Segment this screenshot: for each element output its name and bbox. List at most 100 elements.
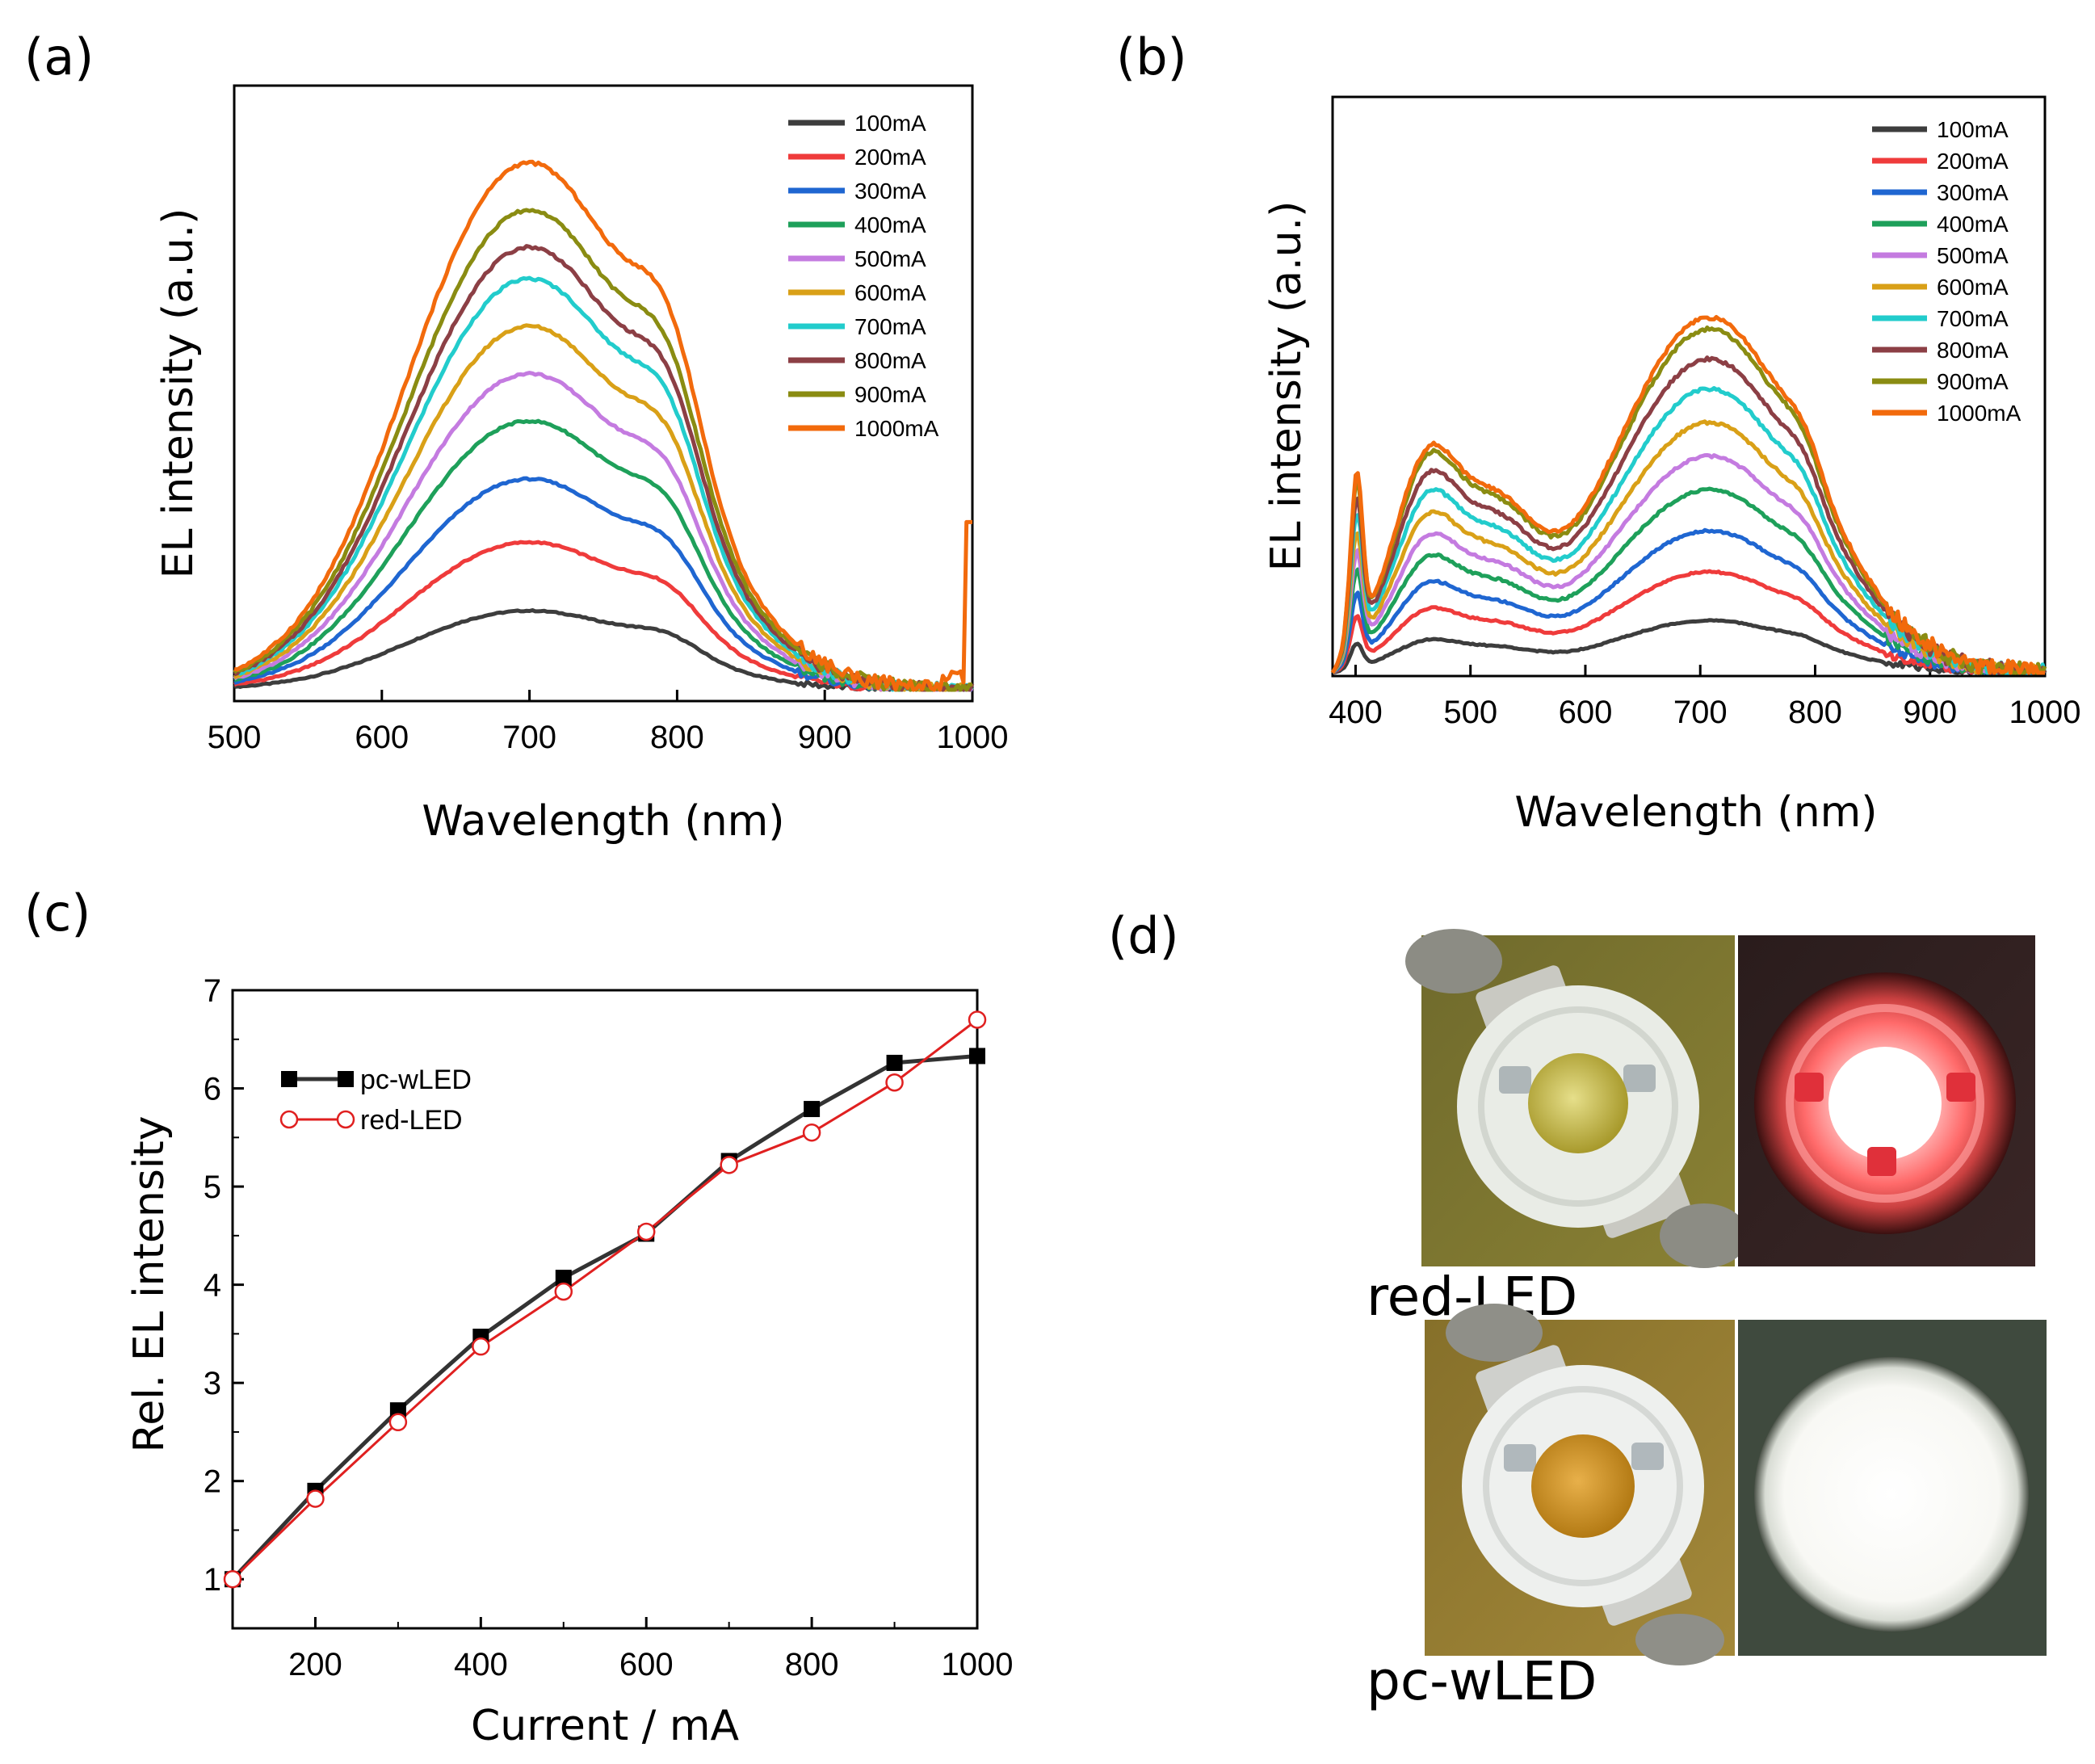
panel-b-legend-label: 400mA: [1937, 212, 2009, 237]
panel-c-series-line-pc-wLED: [231, 1053, 978, 1581]
panel-a-series-line-900mA: [233, 208, 973, 692]
panel-b-series-line-700mA: [1330, 386, 2047, 675]
panel-b-legend-label: 800mA: [1937, 338, 2009, 363]
panel-b-legend-label: 500mA: [1937, 243, 2009, 268]
panel-a-series-line-700mA: [233, 275, 974, 692]
panel-a-y-axis-title: EL intensity (a.u.): [154, 208, 203, 579]
panel-c-x-tick-label: 1000: [942, 1647, 1014, 1682]
panel-a-legend-label: 800mA: [854, 348, 926, 373]
panel-c-point-red-LED: [388, 1413, 408, 1432]
panel-c-point-red-LED: [885, 1073, 904, 1092]
panel-a-legend-label: 700mA: [854, 314, 926, 339]
panel-c-x-tick-label: 600: [619, 1647, 674, 1682]
panel-b: (b) 400 500 600 700 800 900 1000 100mA 200mA 300…: [1116, 27, 2080, 837]
panel-a: (a) 500 600 700 800 900 1000 100mA 200mA 300mA 4…: [24, 27, 1008, 846]
panel-b-legend-label: 1000mA: [1937, 401, 2022, 426]
panel-c-x-axis-title: Current / mA: [471, 1702, 740, 1750]
panel-b-series: [1330, 315, 2047, 675]
panel-c: (c) 200 400 600 800 1000 1 2 3 4 5 6 7 pc-wLED red-L…: [24, 884, 1013, 1750]
panel-c-y-tick-label: 1: [204, 1562, 221, 1598]
panel-a-x-tick-label: 800: [650, 720, 704, 755]
photo-red-led-on: [1738, 935, 2035, 1266]
panel-c-point-pc-wLED: [555, 1270, 572, 1287]
panel-b-legend-label: 200mA: [1937, 149, 2009, 174]
panel-a-plot-frame: [233, 84, 974, 703]
panel-a-x-tick-label: 600: [355, 720, 409, 755]
panel-c-ticks: 200 400 600 800 1000 1 2 3 4 5 6 7: [204, 973, 1014, 1682]
panel-a-x-tick-label: 900: [798, 720, 852, 755]
panel-c-y-tick-label: 5: [204, 1170, 221, 1205]
panel-b-x-tick-label: 700: [1673, 695, 1728, 730]
panel-a-legend-label: 500mA: [854, 246, 926, 271]
panel-c-point-red-LED: [554, 1282, 573, 1301]
panel-a-legend-label: 200mA: [854, 145, 926, 170]
panel-d-label: (d): [1108, 906, 1179, 965]
panel-b-legend-label: 900mA: [1937, 369, 2009, 394]
panel-c-legend: pc-wLED red-LED: [279, 1065, 472, 1136]
panel-b-legend-label: 100mA: [1937, 117, 2009, 142]
panel-b-legend-label: 700mA: [1937, 306, 2009, 331]
panel-a-legend-label: 1000mA: [854, 416, 939, 441]
panel-a-x-ticks: 500 600 700 800 900 1000: [208, 690, 1009, 755]
panel-d: (d) red-LED: [1108, 906, 2047, 1712]
panel-a-x-axis-title: Wavelength (nm): [422, 797, 784, 846]
panel-a-series: [233, 159, 975, 692]
panel-c-point-red-LED: [720, 1156, 738, 1174]
panel-c-label: (c): [24, 884, 90, 943]
panel-c-legend-label: pc-wLED: [360, 1065, 472, 1095]
panel-c-point-red-LED: [472, 1337, 490, 1356]
panel-a-series-line-1000mA: [233, 159, 972, 692]
panel-c-point-pc-wLED: [804, 1101, 821, 1118]
panel-a-x-tick-label: 1000: [937, 720, 1009, 755]
panel-a-legend-label: 400mA: [854, 212, 926, 237]
panel-a-legend-label: 100mA: [854, 111, 926, 136]
panel-b-plot-frame: [1331, 95, 2047, 678]
panel-b-y-axis-title: EL intensity (a.u.): [1262, 201, 1311, 572]
panel-a-legend-label: 600mA: [854, 280, 926, 305]
panel-c-y-axis-title: Rel. EL intensity: [125, 1115, 174, 1452]
panel-b-x-tick-label: 1000: [2009, 695, 2081, 730]
panel-b-x-tick-label: 500: [1443, 695, 1497, 730]
panel-c-x-tick-label: 200: [288, 1647, 342, 1682]
panel-a-x-tick-label: 700: [502, 720, 556, 755]
panel-c-point-pc-wLED: [969, 1048, 985, 1065]
panel-a-label: (a): [24, 27, 94, 86]
panel-c-point-red-LED: [223, 1569, 242, 1589]
panel-b-x-tick-label: 600: [1559, 695, 1613, 730]
panel-c-point-red-LED: [306, 1489, 325, 1508]
panel-b-series-line-600mA: [1331, 419, 2047, 675]
panel-c-x-tick-label: 400: [454, 1647, 508, 1682]
panel-b-legend-label: 600mA: [1937, 275, 2009, 300]
panel-c-legend-marker: [281, 1071, 297, 1087]
panel-b-legend: 100mA 200mA 300mA 400mA 500mA 600mA 700mA 800mA…: [1872, 117, 2022, 426]
panel-b-series-line-400mA: [1331, 486, 2047, 675]
panel-c-point-red-LED: [636, 1222, 656, 1241]
panel-c-x-tick-label: 800: [785, 1647, 839, 1682]
panel-c-series: [223, 1010, 987, 1589]
panel-c-point-red-LED: [802, 1123, 821, 1142]
panel-c-legend-marker: [336, 1110, 355, 1129]
panel-b-series-line-1000mA: [1330, 315, 2045, 675]
panel-b-x-tick-label: 400: [1329, 695, 1383, 730]
panel-c-plot-frame: [231, 989, 979, 1630]
panel-b-label: (b): [1116, 27, 1187, 86]
panel-c-y-tick-label: 4: [204, 1268, 221, 1304]
panel-b-x-tick-label: 800: [1788, 695, 1842, 730]
photo-caption-pc-wled: pc-wLED: [1367, 1650, 1597, 1712]
panel-b-x-tick-label: 900: [1903, 695, 1957, 730]
panel-c-point-pc-wLED: [886, 1054, 903, 1071]
panel-c-legend-marker: [338, 1071, 354, 1087]
panel-b-x-axis-title: Wavelength (nm): [1514, 788, 1877, 837]
panel-a-x-tick-label: 500: [208, 720, 262, 755]
panel-a-legend: 100mA 200mA 300mA 400mA 500mA 600mA 700mA 800mA…: [788, 111, 939, 441]
panel-c-legend-marker: [279, 1110, 299, 1129]
panel-c-y-tick-label: 6: [204, 1072, 221, 1107]
panel-c-y-tick-label: 3: [204, 1366, 221, 1401]
photo-pc-wled-on: [1738, 1320, 2047, 1656]
panel-c-point-red-LED: [968, 1010, 987, 1029]
panel-c-series-line-red-LED: [231, 1018, 978, 1581]
photo-red-led-off: [1405, 929, 1749, 1268]
photo-pc-wled-off: [1425, 1304, 1735, 1665]
panel-c-y-tick-label: 7: [204, 973, 221, 1009]
